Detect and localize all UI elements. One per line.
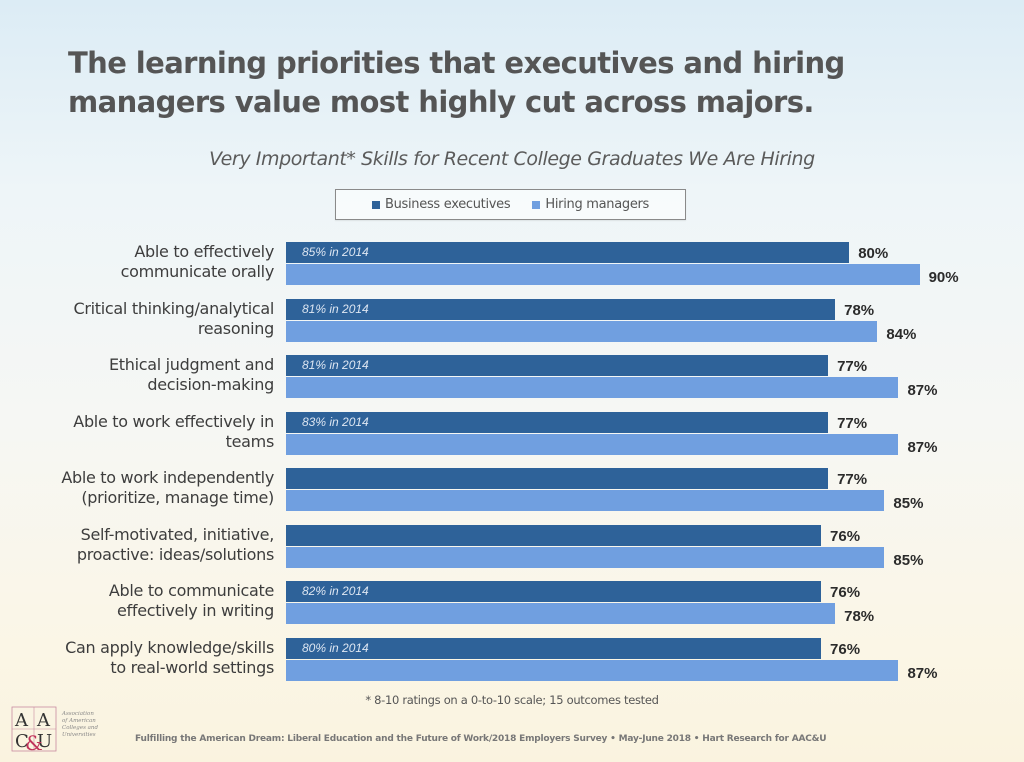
svg-text:A: A (14, 710, 29, 731)
value-label-hiring-managers: 78% (844, 608, 875, 625)
prior-year-annotation: 85% in 2014 (302, 245, 369, 259)
prior-year-annotation: 81% in 2014 (302, 301, 369, 316)
bar-hiring-managers (286, 377, 899, 398)
category-label-line: Can apply knowledge/skills (65, 637, 274, 657)
category-label-line: communicate orally (120, 262, 275, 281)
category-label-line: decision-making (147, 375, 274, 394)
category-label-line: Critical thinking/analytical (73, 298, 275, 318)
bar-business-executives (286, 524, 822, 546)
value-label-business-executives: 80% (858, 245, 889, 262)
category-label-line: reasoning (197, 318, 274, 338)
category-label: Can apply knowledge/skills to real-world … (0, 638, 274, 678)
bar-hiring-managers (286, 546, 885, 568)
category-label-line: Able to work effectively in (73, 411, 274, 431)
bar-hiring-managers (286, 659, 899, 681)
category-label-line: proactive: ideas/solutions (76, 544, 274, 564)
value-label-business-executives: 78% (844, 301, 875, 319)
source-citation: Fulfilling the American Dream: Liberal E… (135, 734, 827, 744)
bar-business-executives (286, 637, 822, 659)
title-line-2: managers value most highly cut across ma… (68, 85, 814, 119)
legend-swatch-hiring-managers (532, 200, 541, 209)
bar-hiring-managers (286, 264, 920, 285)
svg-text:A: A (36, 710, 51, 731)
category-label-line: Able to effectively (134, 242, 274, 261)
legend-item-hiring-managers: Hiring managers (532, 197, 649, 212)
bar-business-executives (286, 355, 829, 376)
logo-text-line: of American (62, 718, 96, 724)
category-label-line: (prioritize, manage time) (81, 488, 274, 507)
value-label-hiring-managers: 85% (893, 495, 924, 512)
logo-text: Association of American Colleges and Univer… (62, 711, 112, 739)
chart-legend: Business executives Hiring managers (335, 189, 686, 220)
svg-text:&: & (25, 731, 43, 752)
value-label-business-executives: 77% (837, 414, 868, 432)
bar-business-executives (286, 298, 836, 320)
prior-year-annotation: 80% in 2014 (302, 640, 369, 655)
page-title: The learning priorities that executives … (68, 44, 968, 122)
category-label: Able to communicate effectively in writin… (0, 581, 274, 621)
value-label-hiring-managers: 85% (893, 551, 924, 569)
legend-swatch-business-executives (371, 200, 380, 209)
logo-text-line: Association (62, 711, 94, 717)
legend-label: Business executives (384, 197, 511, 212)
chart-title: Very Important* Skills for Recent Colleg… (209, 148, 815, 170)
bar-business-executives (286, 242, 850, 263)
bar-hiring-managers (286, 490, 885, 511)
title-line-1: The learning priorities that executives … (68, 46, 845, 80)
category-label-line: teams (225, 431, 275, 451)
value-label-hiring-managers: 87% (907, 438, 938, 456)
prior-year-annotation: 81% in 2014 (302, 358, 369, 372)
svg-text:U: U (37, 731, 52, 752)
bar-business-executives (286, 411, 829, 433)
value-label-business-executives: 76% (830, 640, 861, 658)
value-label-hiring-managers: 84% (886, 325, 917, 343)
category-label-line: Self-motivated, initiative, (80, 524, 275, 544)
logo-text-line: Universities (62, 732, 96, 738)
value-label-business-executives: 76% (830, 584, 861, 601)
prior-year-annotation: 82% in 2014 (302, 584, 369, 598)
bar-hiring-managers (286, 320, 878, 342)
category-label: Able to effectively communicate orally (0, 242, 275, 282)
value-label-hiring-managers: 90% (928, 269, 959, 286)
bar-business-executives (286, 468, 829, 489)
footnote: * 8-10 ratings on a 0-to-10 scale; 15 ou… (365, 693, 659, 707)
category-label: Able to work effectively in teams (0, 412, 274, 452)
value-label-business-executives: 77% (837, 358, 868, 375)
category-label: Ethical judgment and decision-making (0, 355, 274, 395)
category-label-line: Ethical judgment and (108, 355, 274, 374)
category-label-line: to real-world settings (110, 657, 274, 677)
value-label-hiring-managers: 87% (907, 664, 938, 682)
prior-year-annotation: 83% in 2014 (302, 414, 369, 429)
bar-hiring-managers (286, 603, 836, 624)
category-label: Critical thinking/analytical reasoning (0, 298, 275, 339)
category-label-line: Able to work independently (61, 468, 274, 487)
bar-business-executives (286, 581, 822, 602)
logo-text-line: Colleges and (62, 725, 98, 731)
aacu-logo-icon: A A C U & (11, 706, 57, 752)
bar-hiring-managers (286, 433, 899, 455)
value-label-business-executives: 77% (837, 471, 868, 488)
value-label-hiring-managers: 87% (907, 382, 938, 399)
category-label: Self-motivated, initiative, proactive: id… (0, 525, 274, 565)
svg-text:C: C (15, 731, 29, 752)
category-label-line: effectively in writing (117, 601, 274, 620)
category-label-line: Able to communicate (108, 581, 274, 600)
legend-label: Hiring managers (545, 197, 650, 212)
category-label: Able to work independently (prioritize, m… (0, 468, 274, 508)
value-label-business-executives: 76% (830, 527, 861, 545)
legend-item-business-executives: Business executives (371, 197, 511, 212)
